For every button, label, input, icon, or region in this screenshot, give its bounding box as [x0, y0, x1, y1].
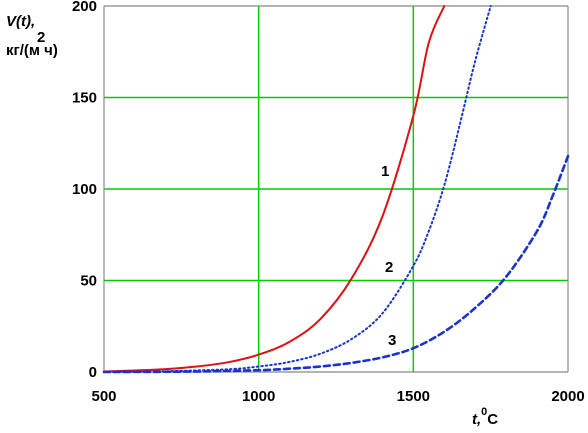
- x-axis-title-unit: C: [487, 411, 498, 428]
- y-axis-title-line2: кг/(м ч): [6, 42, 58, 59]
- x-axis-title: t,0C: [472, 406, 498, 428]
- y-tick-label-100: 100: [72, 181, 97, 198]
- series-3-line: [102, 154, 570, 374]
- series-2-label: 2: [385, 259, 393, 276]
- x-tick-label-2000: 2000: [551, 388, 584, 405]
- x-tick-label-500: 500: [91, 388, 116, 405]
- series-1-line: [103, 5, 446, 373]
- series-layer: [102, 5, 570, 374]
- grid: [104, 6, 568, 372]
- series-2-line: [103, 5, 492, 373]
- x-axis-title-base: t,: [472, 411, 481, 428]
- y-tick-label-200: 200: [72, 0, 97, 15]
- tick-labels: 500 1000 1500 2000 0 50 100 150 200: [72, 0, 585, 405]
- x-tick-label-1000: 1000: [242, 388, 275, 405]
- series-1-label: 1: [381, 163, 389, 180]
- x-tick-label-1500: 1500: [397, 388, 430, 405]
- series-3-label: 3: [388, 332, 396, 349]
- y-tick-label-50: 50: [80, 273, 97, 290]
- y-axis-title-line1: V(t),: [6, 13, 35, 30]
- x-axis-title-sup: 0: [481, 406, 487, 418]
- y-tick-label-150: 150: [72, 90, 97, 107]
- y-tick-label-0: 0: [89, 364, 97, 381]
- y-axis-title-sup: 2: [37, 29, 45, 46]
